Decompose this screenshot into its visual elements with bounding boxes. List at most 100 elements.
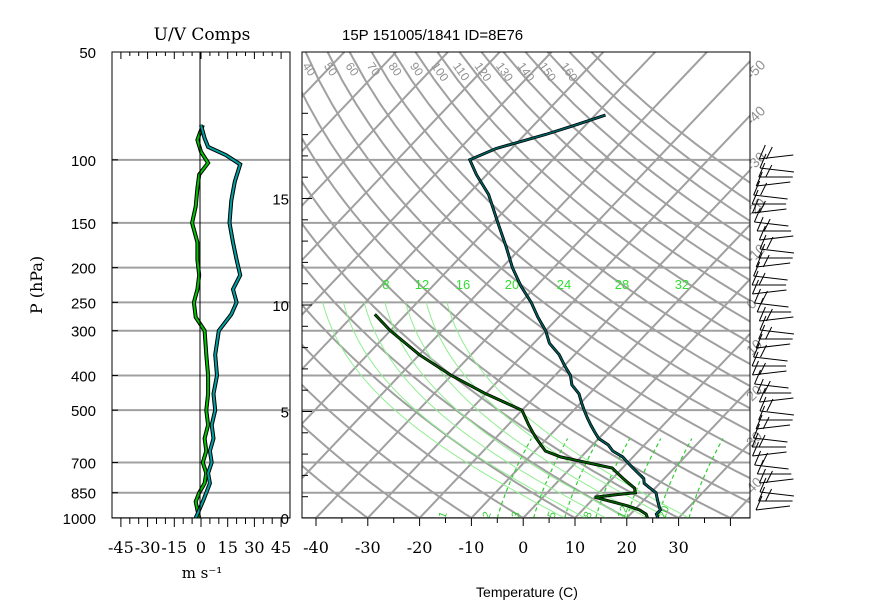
uv-pressure-label: 50 [79, 45, 96, 62]
wind-barb-shaft [754, 383, 789, 389]
skewt-height-ticks: 0 5 10 15 [272, 112, 312, 528]
wind-barb [752, 360, 787, 376]
uv-xlabel: m s⁻¹ [182, 564, 223, 582]
wind-barb-flag [756, 297, 764, 313]
wind-barb [755, 414, 791, 430]
wind-barb [758, 225, 794, 241]
dry-adiabat [546, 52, 750, 223]
dry-adiabat [436, 52, 750, 323]
isotherm [302, 52, 656, 426]
wind-barb-shaft [756, 262, 791, 268]
moist-adiabat [363, 302, 607, 518]
wind-barb-flag [751, 189, 759, 205]
wind-barb-flag [752, 441, 759, 457]
temp-label: -30 [355, 538, 381, 557]
isotherm [302, 52, 346, 98]
wind-barb-shaft [756, 181, 791, 187]
uv-series-line [191, 124, 210, 518]
uv-pressure-label: 700 [71, 456, 96, 473]
isotherm [315, 59, 750, 518]
wind-barb [758, 468, 794, 484]
wind-barb [753, 207, 789, 227]
isotherm-label: 50 [321, 60, 340, 79]
dry-adiabat [302, 383, 472, 518]
wind-barb-flag [759, 477, 767, 493]
wind-barb-flag [759, 362, 766, 376]
uv-pressure-label: 250 [71, 295, 96, 312]
mixing-ratio-label: 24 [557, 277, 571, 292]
dry-adiabat-label: -50 [743, 56, 769, 82]
dry-adiabat [480, 52, 750, 282]
wind-barb-shaft [753, 194, 788, 200]
wind-barb [758, 162, 793, 178]
uv-speed-label: -45 [108, 538, 134, 557]
wind-barb-flag [765, 308, 773, 322]
wind-barb-shaft [754, 302, 789, 308]
wind-barb [755, 333, 791, 349]
uv-speed-label: -15 [161, 538, 187, 557]
dry-adiabat [302, 343, 524, 518]
wind-barb [758, 324, 793, 340]
skewt-temp-ticks: -40 -30 -20 -10 0 10 20 30 [303, 518, 731, 557]
height-label: 5 [281, 405, 289, 422]
wind-barb-shaft [759, 248, 795, 254]
wind-barb-flag [759, 396, 767, 412]
wind-barb-shaft [759, 329, 795, 335]
wind-barb-flag [751, 432, 759, 448]
temp-label: 20 [617, 538, 637, 557]
wind-barb [754, 369, 789, 389]
wind-barb-flag [761, 290, 768, 304]
temp-label: 30 [668, 538, 688, 557]
wind-barb [755, 495, 791, 511]
mixing-ratio-line [626, 438, 662, 518]
wind-barb-flag [765, 146, 773, 160]
wind-barb-flag [765, 164, 773, 178]
wind-barb-flag [753, 180, 761, 196]
wind-barb-shaft [754, 464, 789, 470]
wind-barb [753, 261, 788, 281]
wind-barb [756, 378, 792, 394]
wind-barb-flag [753, 261, 761, 277]
isotherm [302, 52, 501, 262]
isotherm [302, 52, 708, 480]
uv-pressure-label: 1000 [63, 511, 96, 528]
isotherm [418, 168, 750, 518]
wind-barb-shaft [759, 154, 794, 160]
uv-speed-label: 30 [244, 538, 264, 557]
wind-barb-flag [758, 162, 766, 178]
wind-barb-shaft [753, 275, 788, 281]
dry-adiabat [304, 52, 750, 456]
wind-barb [755, 171, 791, 187]
wind-barb-flag [766, 470, 773, 484]
isotherm [522, 277, 750, 518]
wind-barb-flag [751, 279, 759, 295]
moist-adiabat [446, 302, 690, 518]
uv-pressure-label: 200 [71, 261, 96, 278]
moist-adiabat [384, 302, 628, 518]
skewt-frame [301, 51, 751, 519]
wind-barb-flag [759, 315, 767, 331]
uv-pressure-label: 400 [71, 368, 96, 385]
wind-barb [759, 477, 795, 497]
dry-adiabat [392, 52, 750, 366]
height-label: 10 [272, 298, 289, 315]
isotherm [302, 52, 605, 371]
skewt-title: 15P 151005/1841 ID=8E76 [342, 27, 523, 44]
wind-barb [751, 279, 787, 295]
wind-barb-flag [756, 378, 764, 394]
wind-barb-flag [755, 333, 763, 349]
wind-barb-flag [751, 198, 759, 214]
wind-barb-flag [758, 144, 766, 160]
moist-adiabat [425, 302, 669, 518]
wind-barb-shaft [755, 505, 791, 511]
mixing-ratio-label: 20 [505, 277, 519, 292]
wind-barb-flag [759, 153, 767, 169]
uv-ylabel: P (hPa) [27, 256, 46, 314]
mixing-ratio-line [496, 438, 532, 518]
mixing-ratio-label: 12 [415, 277, 429, 292]
wind-barb-shaft [759, 316, 794, 322]
isotherm-label: 140 [515, 60, 538, 85]
uv-speed-label: 0 [196, 538, 206, 557]
wind-barb-shaft [752, 451, 787, 457]
